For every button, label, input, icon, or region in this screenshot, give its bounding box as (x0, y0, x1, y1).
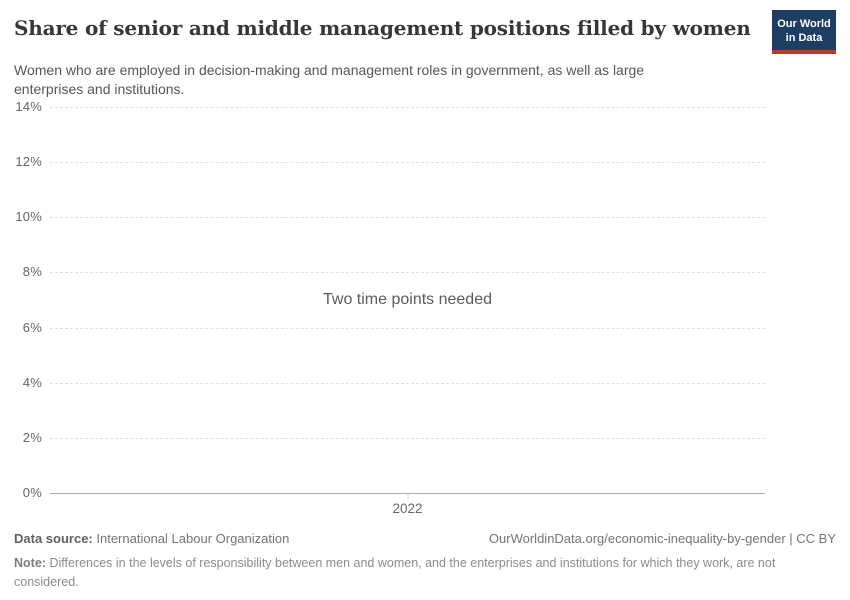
chart-title: Share of senior and middle management po… (14, 16, 751, 40)
gridline (50, 107, 765, 108)
data-source-line: Data source: International Labour Organi… (14, 531, 289, 546)
note-text: Differences in the levels of responsibil… (14, 556, 776, 590)
data-source-label: Data source: (14, 531, 93, 546)
note-label: Note: (14, 556, 46, 570)
y-tick-label: 14% (15, 99, 42, 115)
y-tick-label: 2% (22, 430, 42, 446)
chart-footer: Data source: International Labour Organi… (14, 531, 836, 593)
data-source-value: International Labour Organization (96, 531, 290, 546)
gridline (50, 437, 765, 439)
gridline (50, 327, 765, 329)
y-tick-label: 8% (22, 264, 42, 280)
chart-header: Share of senior and middle management po… (14, 10, 836, 100)
x-tick-mark (407, 493, 408, 499)
y-tick-label: 0% (22, 485, 42, 501)
attribution-link[interactable]: OurWorldinData.org/economic-inequality-b… (488, 531, 836, 546)
chart-subtitle: Women who are employed in decision-makin… (14, 61, 645, 98)
y-tick-label: 10% (15, 209, 42, 225)
y-tick-label: 6% (22, 319, 42, 335)
gridline (50, 272, 765, 274)
gridline (50, 217, 765, 219)
y-axis: 0% 2% 4% 6% 8% 10% 12% 14% (0, 99, 46, 500)
owid-logo-line1: Our World (777, 18, 831, 30)
empty-chart-message: Two time points needed (323, 291, 492, 308)
owid-logo-line2: in Data (785, 32, 823, 45)
owid-logo[interactable]: Our World in Data (772, 10, 836, 54)
x-tick-label: 2022 (392, 501, 423, 516)
y-tick-label: 12% (15, 154, 42, 170)
y-tick-label: 4% (22, 374, 42, 390)
gridline (50, 162, 765, 164)
gridline (50, 382, 765, 384)
note-line: Note: Differences in the levels of respo… (14, 554, 836, 593)
plot-area: Two time points needed 2022 (50, 107, 765, 516)
